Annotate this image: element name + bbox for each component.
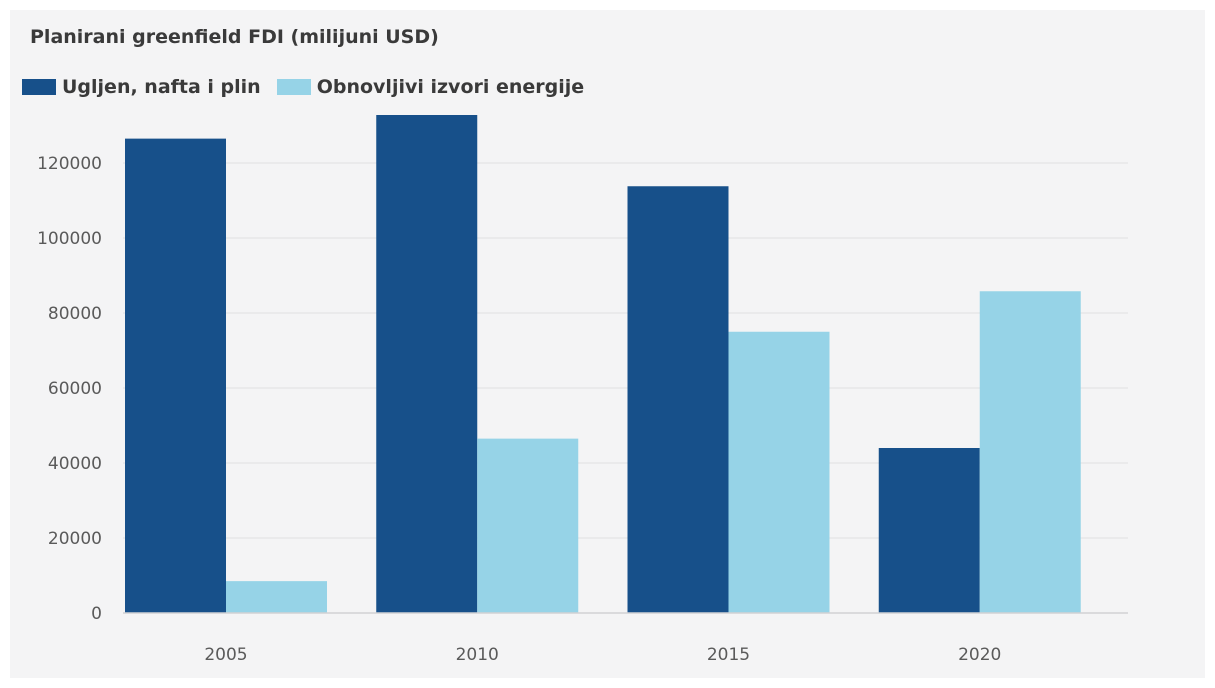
- legend-item-renewable: Obnovljivi izvori energije: [276, 76, 585, 98]
- bar-fossil-2015: [627, 186, 729, 613]
- bar-renewable-2015: [728, 331, 830, 613]
- axes: 0 20000 40000 60000 80000 100000 120000 2005 201…: [37, 154, 1128, 665]
- x-tick-label-2020: 2020: [958, 645, 1001, 665]
- legend-label-renewable: Obnovljivi izvori energije: [316, 76, 585, 98]
- y-tick-label-60000: 60000: [48, 379, 102, 399]
- y-tick-label-120000: 120000: [37, 154, 102, 174]
- legend-swatch-renewable: [276, 79, 311, 95]
- bar-renewable-2010: [477, 438, 579, 613]
- y-tick-label-100000: 100000: [37, 229, 102, 249]
- legend-item-fossil: Ugljen, nafta i plin: [22, 76, 261, 98]
- bar-fossil-2020: [878, 448, 980, 613]
- bars: [125, 115, 1081, 613]
- y-tick-label-40000: 40000: [48, 454, 102, 474]
- legend-swatch-fossil: [22, 79, 56, 95]
- bar-renewable-2005: [226, 581, 327, 613]
- y-tick-label-0: 0: [91, 604, 102, 624]
- bar-renewable-2020: [979, 291, 1081, 613]
- legend-label-fossil: Ugljen, nafta i plin: [62, 76, 261, 98]
- x-tick-label-2010: 2010: [456, 645, 499, 665]
- bar-fossil-2010: [376, 115, 478, 613]
- y-tick-label-80000: 80000: [48, 304, 102, 324]
- x-tick-label-2005: 2005: [204, 645, 247, 665]
- x-tick-label-2015: 2015: [707, 645, 750, 665]
- chart-legend: Ugljen, nafta i plin Obnovljivi izvori e…: [22, 76, 600, 98]
- chart-title: Planirani greenfield FDI (milijuni USD): [30, 26, 439, 48]
- bar-fossil-2005: [125, 138, 226, 613]
- y-tick-label-20000: 20000: [48, 529, 102, 549]
